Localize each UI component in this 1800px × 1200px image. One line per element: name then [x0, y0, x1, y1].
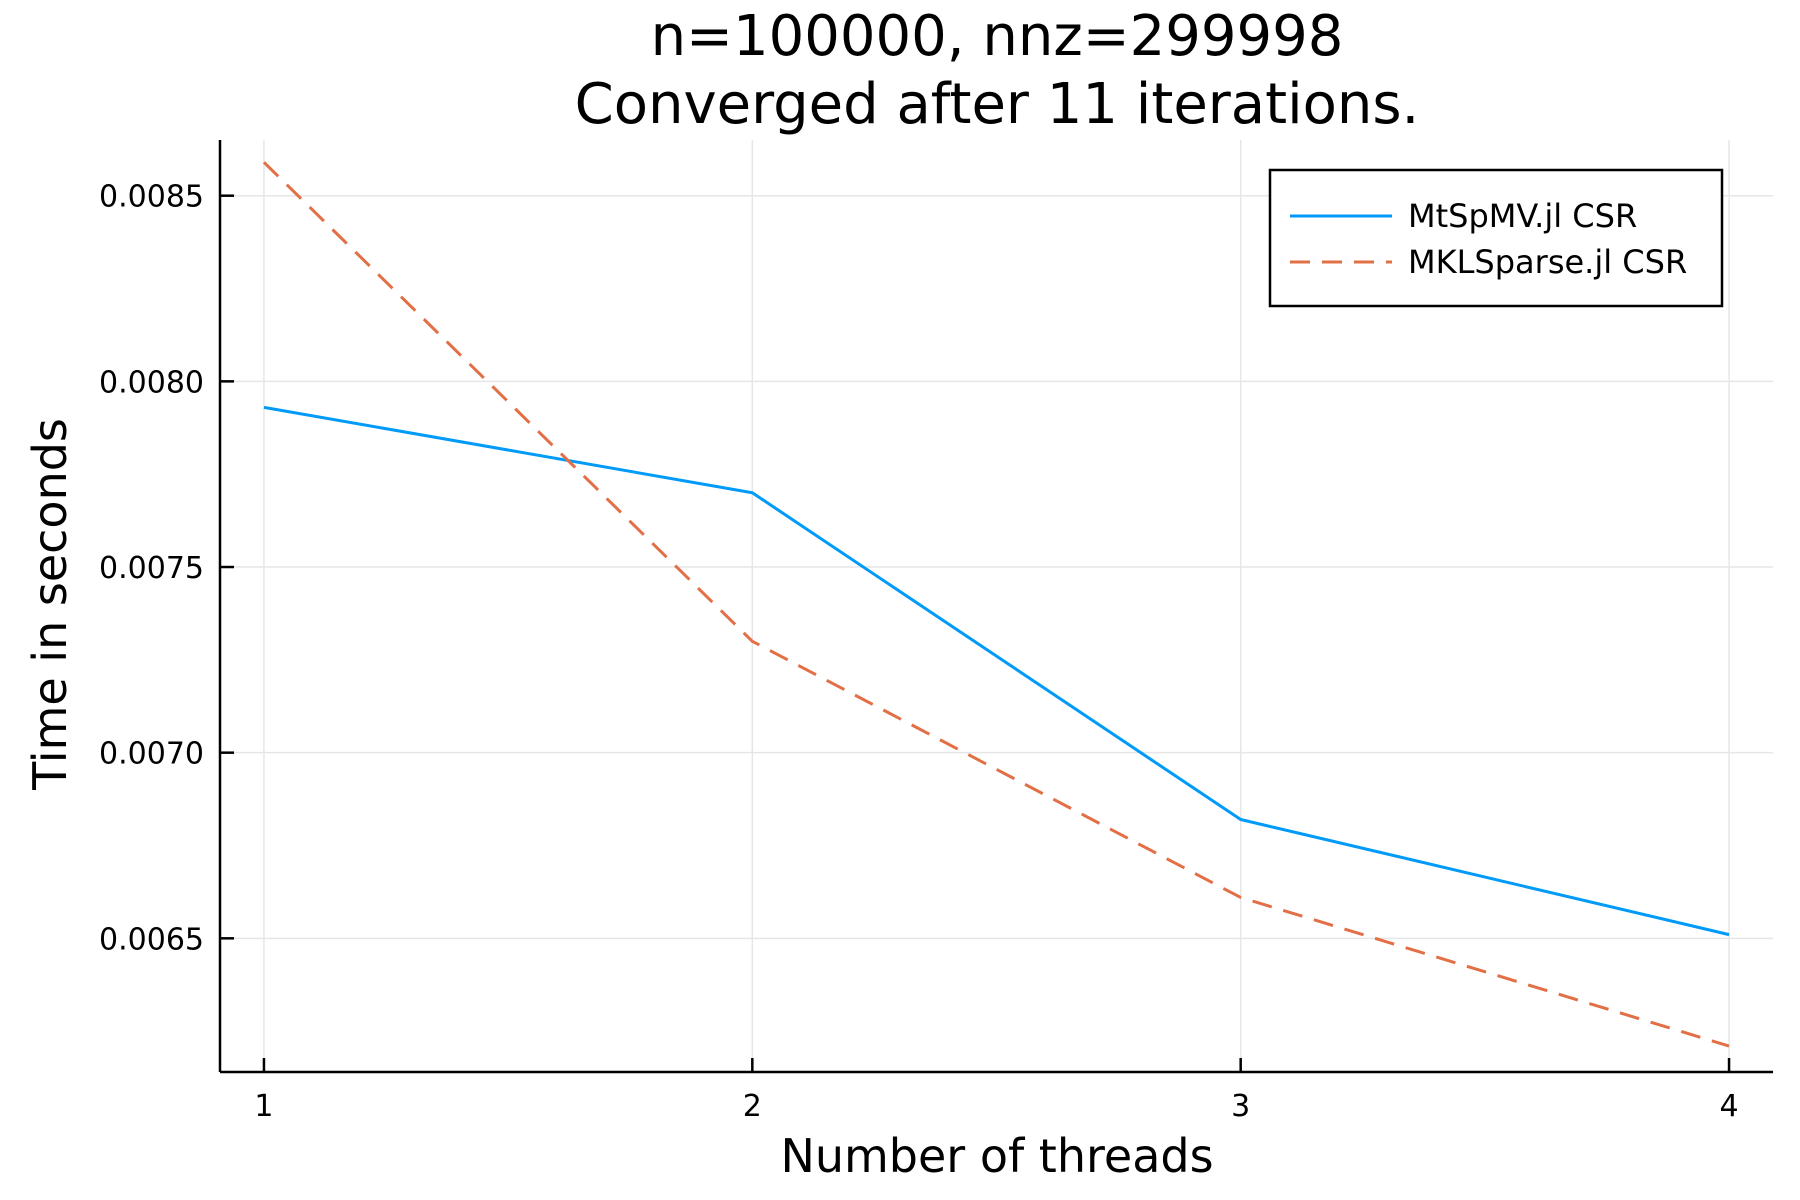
series-line-mklsparse — [262, 161, 1730, 1048]
series-line-mtspmv — [263, 405, 1730, 937]
x-tick-label: 4 — [1720, 1089, 1739, 1124]
x-tick-label: 2 — [743, 1089, 762, 1124]
x-tick-label: 3 — [1231, 1089, 1250, 1124]
y-tick-label: 0.0075 — [99, 551, 204, 586]
legend: MtSpMV.jl CSR MKLSparse.jl CSR — [1268, 168, 1724, 308]
legend-label-mklsparse: MKLSparse.jl CSR — [1408, 243, 1687, 281]
y-axis-label: Time in seconds — [23, 418, 77, 791]
y-tick-label: 0.0070 — [99, 737, 204, 772]
legend-box — [1268, 168, 1724, 308]
chart-title: n=100000, nnz=299998 — [651, 4, 1344, 69]
legend-label-mtspmv: MtSpMV.jl CSR — [1408, 197, 1637, 235]
series-lines — [262, 161, 1730, 1048]
x-tick-label: 1 — [254, 1089, 273, 1124]
y-tick-label: 0.0080 — [99, 365, 204, 400]
x-axis-label: Number of threads — [780, 1129, 1213, 1183]
axes — [218, 140, 1773, 1074]
y-tick-label: 0.0065 — [99, 922, 204, 957]
y-tick-label: 0.0085 — [99, 180, 204, 215]
chart-subtitle: Converged after 11 iterations. — [575, 72, 1420, 137]
tick-labels: 1 2 3 4 0.0065 0.0070 0.0075 0.0080 0.0085 — [99, 180, 1739, 1124]
